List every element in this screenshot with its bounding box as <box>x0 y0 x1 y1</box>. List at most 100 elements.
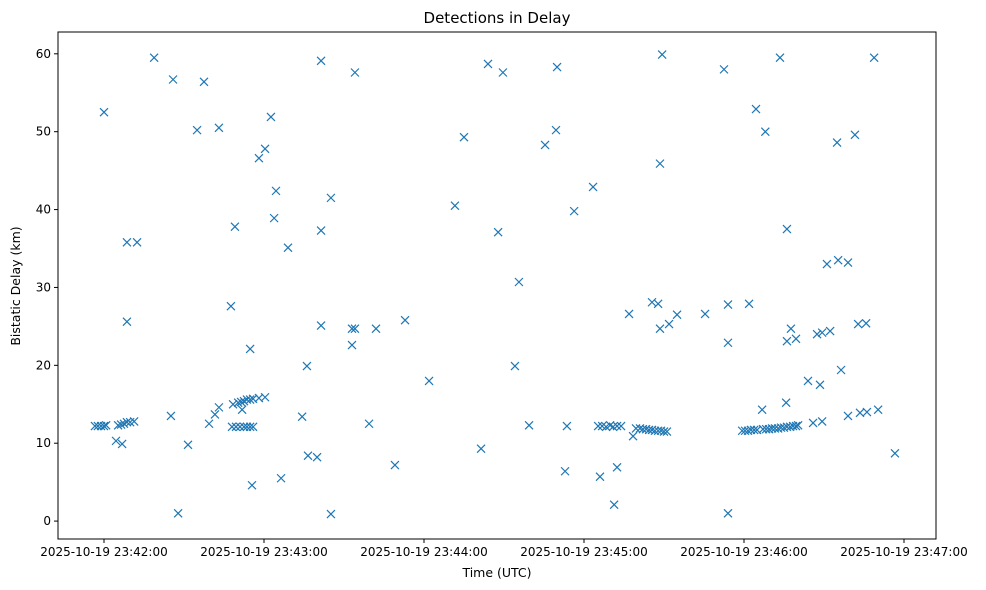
data-point <box>655 159 665 169</box>
data-point <box>99 421 109 431</box>
data-point <box>316 56 326 66</box>
data-point <box>803 376 813 386</box>
data-point <box>514 277 524 287</box>
data-point <box>653 299 663 309</box>
y-tick-label: 30 <box>36 280 51 294</box>
data-point <box>350 68 360 77</box>
x-tick-label: 2025-10-19 23:46:00 <box>680 545 807 559</box>
data-point <box>815 380 825 390</box>
data-point <box>113 420 123 430</box>
data-point <box>347 324 357 334</box>
data-point <box>861 318 871 328</box>
data-point <box>723 338 733 348</box>
data-point <box>214 123 224 133</box>
data-point <box>303 451 313 461</box>
data-point <box>744 299 754 309</box>
data-points <box>90 50 900 519</box>
data-point <box>782 224 792 234</box>
data-point <box>247 480 257 490</box>
data-point <box>350 324 360 334</box>
data-point <box>723 508 733 518</box>
data-point <box>723 300 733 310</box>
data-point <box>166 411 176 421</box>
data-point <box>111 436 121 446</box>
y-tick-label: 60 <box>36 47 51 61</box>
x-tick-label: 2025-10-19 23:44:00 <box>360 545 487 559</box>
data-point <box>233 398 243 408</box>
data-point <box>812 329 822 339</box>
plot-area <box>57 31 937 540</box>
y-tick-label: 0 <box>43 514 51 528</box>
data-point <box>655 324 665 334</box>
data-point <box>364 419 374 429</box>
data-point <box>326 193 336 203</box>
data-point <box>791 334 801 344</box>
data-point <box>276 473 286 483</box>
data-point <box>775 53 785 63</box>
data-point <box>424 376 434 386</box>
data-point <box>316 321 326 331</box>
data-point <box>192 125 202 135</box>
data-point <box>266 112 276 122</box>
y-axis-label: Bistatic Delay (km) <box>8 226 23 345</box>
data-point <box>235 422 245 432</box>
data-point <box>183 440 193 450</box>
data-point <box>540 140 550 150</box>
data-point <box>793 420 803 430</box>
data-point <box>862 407 872 417</box>
data-point <box>700 309 710 319</box>
data-point <box>297 412 307 422</box>
data-point <box>850 130 860 140</box>
y-tick-label: 40 <box>36 203 51 217</box>
data-point <box>99 107 109 117</box>
data-point <box>476 444 486 454</box>
data-point <box>890 448 900 458</box>
data-point <box>283 243 293 253</box>
x-tick-label: 2025-10-19 23:43:00 <box>200 545 327 559</box>
data-point <box>510 361 520 371</box>
data-point <box>245 395 255 405</box>
data-point <box>493 227 503 237</box>
chart-title: Detections in Delay <box>424 9 571 27</box>
x-tick-label: 2025-10-19 23:47:00 <box>840 545 967 559</box>
data-point <box>822 259 832 269</box>
data-point <box>853 319 863 329</box>
data-point <box>719 64 729 74</box>
data-point <box>657 50 667 60</box>
data-point <box>873 405 883 415</box>
data-point <box>817 416 827 426</box>
data-point <box>312 452 322 462</box>
data-point <box>231 422 241 432</box>
data-point <box>832 138 842 148</box>
data-point <box>116 420 126 429</box>
data-point <box>371 324 381 334</box>
data-point <box>260 392 270 402</box>
data-point <box>612 421 622 431</box>
data-point <box>628 431 638 441</box>
data-point <box>569 206 579 216</box>
data-point <box>659 427 669 436</box>
data-point <box>843 258 853 267</box>
data-point <box>230 222 240 232</box>
data-point <box>624 309 634 319</box>
data-point <box>782 336 792 346</box>
data-point <box>450 201 460 211</box>
data-point <box>781 398 791 408</box>
data-point <box>269 213 279 223</box>
x-tick-label: 2025-10-19 23:45:00 <box>520 545 647 559</box>
y-tick-label: 50 <box>36 125 51 139</box>
data-point <box>524 420 534 430</box>
data-point <box>204 419 214 429</box>
data-point <box>326 509 336 519</box>
data-point <box>817 328 827 338</box>
x-tick-label: 2025-10-19 23:42:00 <box>40 545 167 559</box>
data-point <box>390 460 400 470</box>
data-point <box>245 422 255 432</box>
data-point <box>226 301 236 311</box>
data-point <box>227 422 237 432</box>
data-point <box>836 365 846 375</box>
data-point <box>833 255 843 265</box>
data-point <box>459 132 469 142</box>
data-point <box>236 397 246 407</box>
data-point <box>168 75 178 84</box>
